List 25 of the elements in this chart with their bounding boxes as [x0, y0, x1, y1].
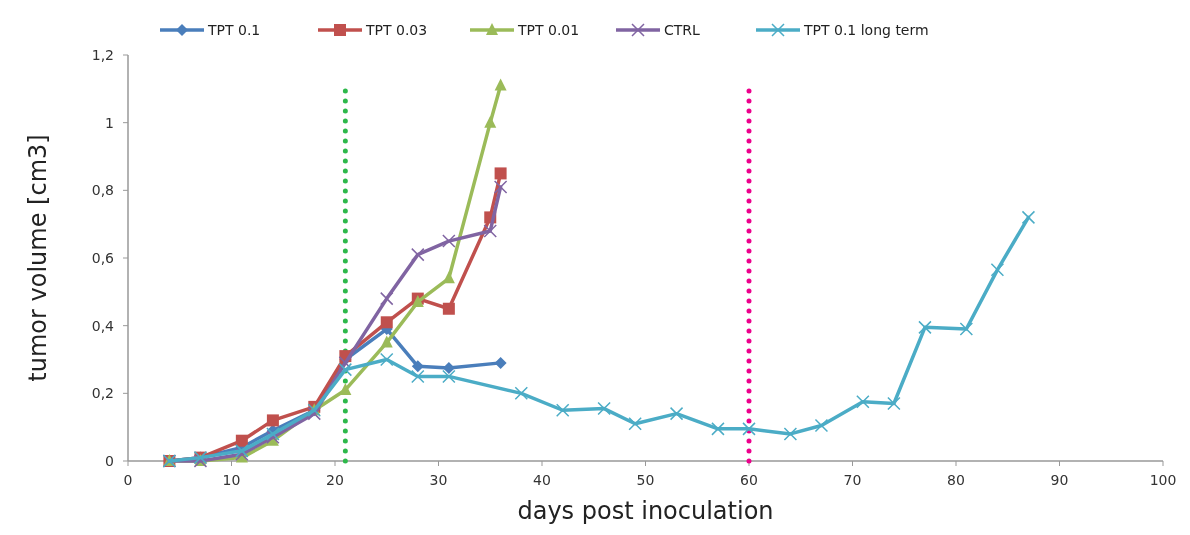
- y-axis-title: tumor volume [cm3]: [24, 134, 52, 382]
- y-tick-label: 0,6: [91, 250, 115, 266]
- y-tick-label: 0,2: [91, 385, 114, 402]
- legend-label: TPT 0.03: [365, 22, 428, 38]
- x-tick-label: 20: [326, 472, 344, 488]
- y-tick-label: 1: [105, 114, 114, 131]
- x-tick-label: 80: [947, 472, 965, 488]
- x-axis-title: days post inoculation: [517, 497, 774, 525]
- x-tick-label: 70: [843, 472, 862, 488]
- y-tick-label: 0: [105, 453, 114, 469]
- y-tick-label: 1,2: [91, 47, 114, 63]
- legend-label: TPT 0.1: [207, 22, 261, 38]
- x-tick-label: 40: [533, 472, 551, 488]
- legend-label: TPT 0.1 long term: [803, 22, 929, 38]
- x-tick-label: 50: [636, 472, 655, 488]
- x-tick-label: 90: [1050, 472, 1069, 488]
- x-tick-label: 30: [429, 472, 448, 488]
- legend-label: TPT 0.01: [517, 22, 580, 38]
- y-tick-label: 0,8: [91, 182, 114, 199]
- x-tick-label: 100: [1149, 472, 1177, 488]
- x-tick-label: 0: [123, 472, 133, 488]
- x-tick-label: 10: [222, 472, 241, 488]
- legend-label: CTRL: [664, 22, 701, 38]
- y-tick-label: 0,4: [91, 317, 115, 334]
- x-tick-label: 60: [740, 472, 758, 488]
